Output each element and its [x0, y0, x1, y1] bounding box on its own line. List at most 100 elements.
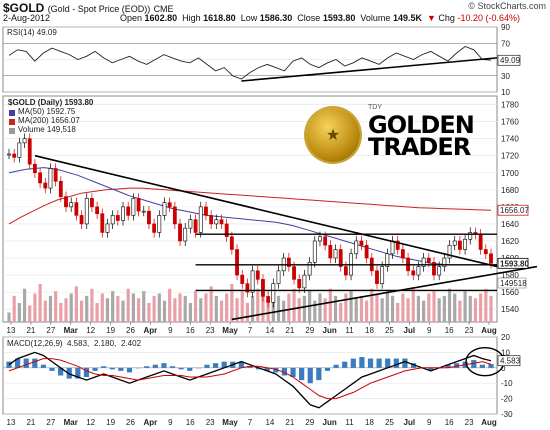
macd-hist-bar — [410, 363, 417, 368]
macd-hist-bar — [92, 367, 98, 371]
candle-body — [489, 253, 493, 264]
volume-bar — [297, 298, 301, 322]
candle-body — [48, 168, 53, 189]
volume-bar — [468, 295, 472, 322]
ohlc-readout: Open 1602.80 High 1618.80 Low 1586.30 Cl… — [120, 13, 520, 23]
macd-x-tick-label: 26 — [126, 418, 135, 427]
x-tick-label: 23 — [465, 326, 474, 335]
golden-trader-logo: ★ TDY GOLDEN TRADER — [302, 104, 475, 166]
candle-body — [292, 266, 296, 280]
legend-swatch — [9, 119, 15, 125]
candle-body — [478, 233, 483, 250]
candle-body — [17, 142, 22, 158]
macd-hist-bar — [58, 367, 64, 376]
volume-bar — [313, 300, 317, 322]
macd-line — [8, 351, 492, 409]
volume-bar — [479, 293, 483, 322]
candle-body — [198, 206, 203, 233]
volume-bar — [95, 303, 99, 322]
volume-bar — [69, 293, 73, 322]
macd-x-tick-label: Aug — [481, 418, 497, 427]
legend-label: MA(50) 1592.75 — [18, 107, 76, 116]
watermark[interactable]: © StockCharts.com — [468, 1, 546, 11]
volume-bar — [48, 295, 53, 322]
candle-body — [302, 274, 307, 289]
candle-body — [209, 215, 214, 225]
candle-body — [162, 202, 167, 216]
candle-body — [333, 249, 338, 259]
candle-body — [395, 240, 400, 250]
x-tick-label: May — [222, 326, 238, 335]
macd-hist-bar — [195, 367, 201, 369]
macd-hist-bar — [316, 367, 322, 381]
macd-x-tick-label: 14 — [265, 418, 274, 427]
price-tick-label: 1760 — [501, 118, 519, 127]
macd-x-tick-label: 19 — [106, 418, 115, 427]
candle-body — [152, 223, 157, 233]
macd-hist-bar — [6, 361, 12, 368]
candle-body — [359, 240, 364, 246]
volume-bar — [365, 300, 369, 322]
candle-body — [318, 236, 322, 242]
candle-body — [224, 223, 229, 238]
candle-body — [375, 270, 379, 284]
price-tick-label: 1700 — [501, 169, 519, 178]
volume-bar — [43, 300, 47, 322]
macd-hist-bar — [453, 363, 460, 368]
candle-body — [426, 257, 431, 263]
x-tick-label: 21 — [26, 326, 35, 335]
macd-hist-bar — [290, 367, 296, 378]
macd-hist-bar — [187, 367, 193, 371]
price-tick-label: 1560 — [501, 288, 519, 297]
candle-body — [100, 213, 105, 233]
volume-bar — [28, 305, 32, 322]
macd-x-tick-label: Apr — [144, 418, 158, 427]
volume-bar — [406, 298, 410, 322]
candle-body — [286, 257, 291, 267]
candle-body — [385, 253, 390, 267]
macd-x-tick-label: Jun — [323, 418, 337, 427]
macd-x-tick-label: May — [222, 418, 238, 427]
volume-bar — [261, 293, 265, 322]
macd-hist-bar — [32, 358, 38, 368]
volume-bar — [396, 303, 400, 322]
macd-hist-bar — [333, 364, 339, 368]
x-tick-label: 25 — [385, 326, 394, 335]
volume-bar — [136, 298, 141, 322]
rsi-value-label: 49.09 — [500, 56, 521, 65]
macd-hist-bar — [178, 367, 184, 370]
candle-body — [437, 266, 442, 276]
x-tick-label: 16 — [445, 326, 454, 335]
volume-bar — [359, 295, 364, 322]
change-arrow: ▼ — [426, 13, 436, 23]
volume-bar — [230, 284, 234, 322]
volume-bar — [453, 293, 457, 322]
volume-bar — [370, 288, 374, 322]
x-tick-label: Mar — [64, 326, 78, 335]
candle-body — [255, 270, 260, 280]
macd-hist-bar — [135, 367, 141, 369]
macd-hist-bar — [342, 361, 348, 368]
volume-bar — [85, 295, 89, 322]
volume-bar — [12, 295, 16, 322]
volume-bar — [59, 303, 63, 322]
volume-bar — [152, 295, 156, 322]
macd-hist-bar — [161, 363, 167, 368]
volume-bar — [427, 293, 431, 322]
volume-bar — [333, 295, 338, 322]
candle-body — [271, 283, 276, 303]
volume-bar — [121, 300, 125, 322]
candle-body — [458, 240, 462, 250]
candle-body — [157, 215, 162, 233]
close-tag — [497, 257, 529, 269]
volume-bar — [90, 288, 94, 322]
macd-hist-bar — [428, 367, 434, 371]
candle-body — [328, 244, 333, 259]
x-tick-label: 12 — [86, 326, 95, 335]
macd-hist-bar — [281, 367, 288, 376]
candle-body — [364, 244, 369, 259]
logo-small-text: TDY — [368, 104, 382, 111]
macd-hist-bar — [256, 367, 262, 370]
volume-bar — [323, 298, 327, 322]
chart-header: $GOLD (Gold - Spot Price (EOD)) CME 2-Au… — [0, 0, 550, 24]
